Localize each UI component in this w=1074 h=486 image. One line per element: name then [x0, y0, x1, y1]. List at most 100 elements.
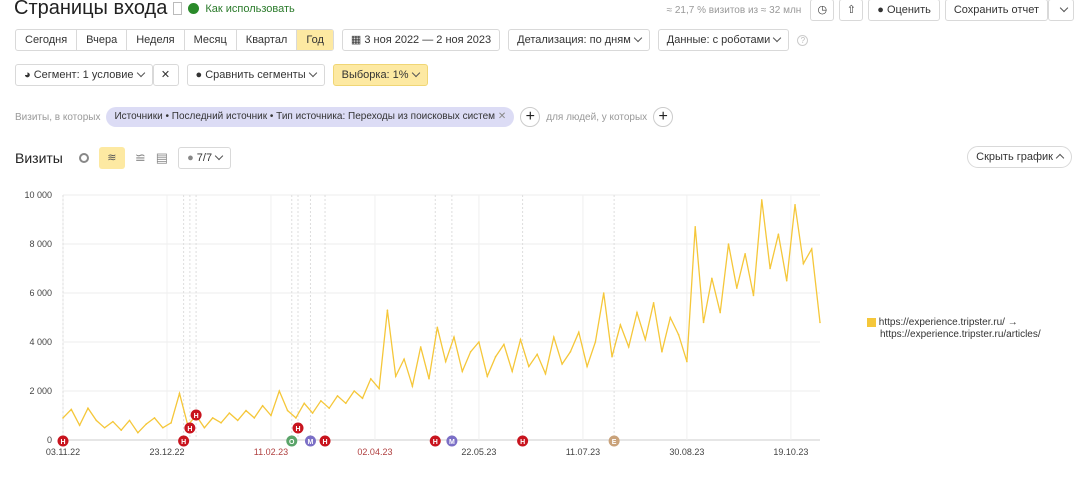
sample-dropdown[interactable]: Выборка: 1% — [332, 64, 428, 86]
filter-prefix: Визиты, в которых — [15, 111, 101, 123]
data-point — [636, 311, 638, 314]
filter-chip[interactable]: Источники • Последний источник • Тип ист… — [106, 107, 515, 127]
save-options-button[interactable] — [1048, 0, 1074, 21]
legend-item[interactable]: https://experience.tripster.ru/ → https:… — [867, 317, 1041, 341]
save-report-group: Сохранить отчет — [944, 0, 1074, 21]
data-point — [686, 360, 688, 363]
hide-chart-button[interactable]: Скрыть график — [967, 146, 1072, 168]
save-report-button[interactable]: Сохранить отчет — [944, 0, 1048, 21]
segment-group: ◕ Сегмент: 1 условие ✕ — [15, 64, 179, 86]
period-yesterday[interactable]: Вчера — [77, 30, 128, 50]
data-point — [478, 341, 480, 343]
legend-checkbox[interactable] — [867, 317, 876, 327]
data-point — [103, 426, 106, 429]
period-month[interactable]: Месяц — [185, 30, 237, 50]
history-button[interactable]: ◷ — [810, 0, 835, 21]
data-point — [145, 423, 147, 425]
data-point — [62, 417, 64, 419]
help-icon[interactable]: ? — [797, 34, 809, 46]
visits-chart: 0 2 000 4 000 6 000 8 000 10 000 03.11.22 23.12… — [24, 190, 821, 457]
annotation-marker[interactable] — [304, 435, 316, 447]
data-point — [652, 302, 655, 304]
annotation-marker[interactable] — [429, 435, 441, 447]
rate-button[interactable]: ● Оценить — [868, 0, 940, 21]
data-point — [178, 392, 181, 395]
add-visit-filter-button[interactable]: + — [520, 107, 541, 127]
data-point — [411, 385, 414, 387]
annotation-marker[interactable] — [178, 435, 190, 447]
period-week[interactable]: Неделя — [127, 30, 185, 50]
notes-dropdown[interactable]: ● 7/7 — [178, 147, 232, 169]
close-icon[interactable]: ✕ — [497, 111, 507, 122]
y-tick-label: 8 000 — [29, 239, 52, 249]
segment-clear-button[interactable]: ✕ — [152, 64, 179, 86]
data-point — [311, 412, 314, 414]
data-point — [369, 377, 372, 380]
data-point — [461, 370, 464, 373]
data-point — [736, 287, 738, 289]
data-point — [228, 412, 231, 414]
annotation-marker[interactable] — [608, 435, 620, 447]
add-people-filter-button[interactable]: + — [653, 107, 674, 127]
annotation-marker[interactable] — [292, 422, 304, 434]
data-point — [577, 331, 580, 333]
data-point — [469, 351, 472, 353]
area-chart-icon[interactable]: ≌ — [134, 150, 146, 165]
data-point — [511, 370, 514, 373]
annotation-marker[interactable] — [319, 435, 331, 447]
period-today[interactable]: Сегодня — [16, 30, 78, 50]
data-point — [627, 346, 630, 348]
y-tick-label: 4 000 — [29, 337, 52, 347]
data-point — [619, 324, 622, 326]
data-point — [602, 292, 605, 294]
data-point — [586, 365, 588, 368]
legend-line1: https://experience.tripster.ru/ → — [878, 317, 1018, 328]
data-point — [120, 429, 123, 431]
data-mode-label: Данные: с роботами — [666, 34, 771, 46]
x-tick-label: 11.02.23 — [254, 447, 288, 457]
data-point — [245, 409, 247, 412]
annotation-marker[interactable] — [446, 435, 458, 447]
data-point — [253, 417, 256, 419]
annotation-marker[interactable] — [286, 435, 298, 447]
annotation-letter: Н — [295, 426, 300, 433]
annotation-marker[interactable] — [190, 409, 202, 421]
detail-dropdown[interactable]: Детализация: по дням — [508, 29, 650, 51]
pie-chart-icon[interactable] — [78, 153, 89, 163]
annotation-marker[interactable] — [57, 435, 69, 447]
period-year[interactable]: Год — [297, 30, 333, 50]
period-row: Сегодня Вчера Неделя Месяц Квартал Год ▦… — [15, 29, 809, 51]
bookmark-icon[interactable] — [173, 2, 183, 15]
help-link[interactable]: Как использовать — [205, 2, 295, 15]
data-point — [336, 395, 339, 397]
bar-chart-icon[interactable]: ▤ — [155, 150, 169, 165]
line-chart-icon[interactable]: ≋ — [98, 147, 125, 169]
compare-label: Сравнить сегменты — [205, 69, 306, 81]
data-point — [677, 333, 680, 336]
compare-segments-dropdown[interactable]: ● Сравнить сегменты — [186, 64, 325, 86]
rate-label: Оценить — [887, 4, 931, 16]
segment-row: ◕ Сегмент: 1 условие ✕ ● Сравнить сегмен… — [15, 64, 428, 86]
period-quarter[interactable]: Квартал — [237, 30, 298, 50]
x-tick-label: 30.08.23 — [669, 447, 704, 457]
data-point — [669, 316, 672, 319]
date-range-label: 3 ноя 2022 — 2 ноя 2023 — [364, 34, 492, 46]
data-point — [278, 390, 281, 392]
data-point — [802, 262, 805, 265]
data-point — [744, 253, 746, 255]
data-point — [536, 353, 538, 356]
annotation-letter: Н — [60, 439, 65, 446]
export-button[interactable]: ⇧ — [839, 0, 864, 21]
segment-dropdown[interactable]: ◕ Сегмент: 1 условие — [15, 64, 153, 86]
data-point — [810, 248, 813, 250]
date-range-button[interactable]: ▦ 3 ноя 2022 — 2 ноя 2023 — [341, 29, 501, 51]
annotation-letter: Н — [433, 439, 438, 446]
data-point — [760, 199, 763, 201]
data-mode-dropdown[interactable]: Данные: с роботами — [657, 29, 790, 51]
data-point — [353, 390, 355, 392]
data-point — [320, 400, 322, 402]
data-point — [236, 419, 239, 422]
annotation-marker[interactable] — [184, 422, 196, 434]
annotation-marker[interactable] — [517, 435, 529, 447]
data-point — [112, 420, 114, 423]
